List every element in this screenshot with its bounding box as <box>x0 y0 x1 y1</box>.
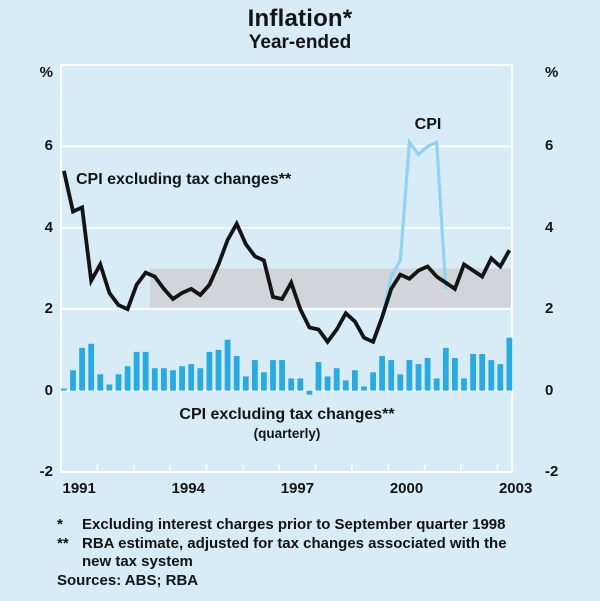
bar <box>124 366 131 391</box>
x-year-label-1991: 1991 <box>62 480 96 497</box>
y-tick-left-2: 2 <box>44 300 53 318</box>
bar <box>306 390 313 395</box>
bar <box>442 347 449 391</box>
bar <box>61 388 67 391</box>
bar <box>379 356 385 391</box>
bar <box>279 360 285 391</box>
ex-tax-line-label: CPI excluding tax changes** <box>76 171 292 188</box>
footnote-1-text: Excluding interest charges prior to Sept… <box>82 516 506 533</box>
bar <box>115 374 122 391</box>
y-tick-right--2: -2 <box>545 463 559 480</box>
footnote-2: ** RBA estimate, adjusted for tax change… <box>57 535 557 554</box>
bar <box>70 370 76 391</box>
bar <box>170 370 176 391</box>
plot-border <box>60 64 513 473</box>
y-tick-left-0: 0 <box>44 381 53 399</box>
footnote-2-text-line1: RBA estimate, adjusted for tax changes a… <box>82 534 507 552</box>
bar <box>488 360 495 391</box>
bar <box>197 368 204 391</box>
bar <box>215 349 222 391</box>
quarterly-bars-sublabel: (quarterly) <box>253 426 321 441</box>
bar <box>370 372 376 391</box>
footnote-1-marker: * <box>57 516 63 533</box>
footnote-2-text-line2: new tax system <box>82 553 193 570</box>
chart-subtitle: Year-ended <box>248 32 352 53</box>
footnotes: * Excluding interest charges prior to Se… <box>57 516 557 590</box>
bar <box>452 358 458 391</box>
bar <box>133 351 140 391</box>
bar <box>388 360 395 391</box>
bar <box>151 368 158 391</box>
bar <box>188 364 195 391</box>
bar <box>288 378 295 391</box>
footnote-2-marker: ** <box>57 534 69 552</box>
bar <box>142 351 149 391</box>
bar <box>270 360 276 391</box>
sources-line: Sources: ABS; RBA <box>57 571 199 589</box>
bar <box>406 360 413 391</box>
x-year-label-1997: 1997 <box>280 480 315 497</box>
bar <box>315 362 322 391</box>
bar <box>342 380 349 391</box>
y-axis-unit-left: % <box>39 64 53 81</box>
y-tick-right-0: 0 <box>545 381 554 399</box>
bar <box>497 364 504 391</box>
bar <box>97 374 104 391</box>
bar <box>415 364 422 391</box>
bar <box>397 374 404 391</box>
bar <box>361 386 367 391</box>
bar <box>179 366 185 391</box>
bar <box>506 337 513 391</box>
footnote-2-continued: new tax system <box>57 553 557 572</box>
bar <box>261 372 267 391</box>
y-tick-left-4: 4 <box>44 218 53 236</box>
x-year-label-2000: 2000 <box>389 480 424 497</box>
bar <box>433 378 440 391</box>
cpi-ex-tax-line <box>62 170 512 345</box>
bar <box>470 354 476 391</box>
bar <box>424 358 431 391</box>
bar <box>161 368 167 391</box>
y-tick-right-4: 4 <box>545 218 554 236</box>
y-tick-left--2: -2 <box>39 463 53 480</box>
x-year-label-2003: 2003 <box>498 480 533 497</box>
chart-title: Inflation* <box>247 5 353 32</box>
bar <box>479 354 486 391</box>
quarterly-bars-label: CPI excluding tax changes** <box>179 406 395 423</box>
bar <box>352 370 358 391</box>
bar <box>233 356 240 391</box>
bar <box>106 384 113 391</box>
cpi-line-label: CPI <box>414 116 442 133</box>
bar <box>242 376 249 391</box>
bar <box>206 351 213 391</box>
bar <box>324 376 331 391</box>
bar <box>88 343 95 391</box>
footnote-1: * Excluding interest charges prior to Se… <box>57 516 557 535</box>
bar <box>333 368 340 391</box>
bar <box>461 378 467 391</box>
y-tick-right-2: 2 <box>545 300 554 318</box>
bar <box>79 347 85 391</box>
y-tick-right-6: 6 <box>545 137 554 155</box>
y-tick-left-6: 6 <box>44 137 53 155</box>
quarterly-bars <box>61 337 513 395</box>
bar <box>252 360 258 391</box>
y-axis-unit-right: % <box>545 64 559 81</box>
bar <box>224 339 231 391</box>
bar <box>297 378 304 391</box>
x-year-label-1994: 1994 <box>171 480 205 497</box>
